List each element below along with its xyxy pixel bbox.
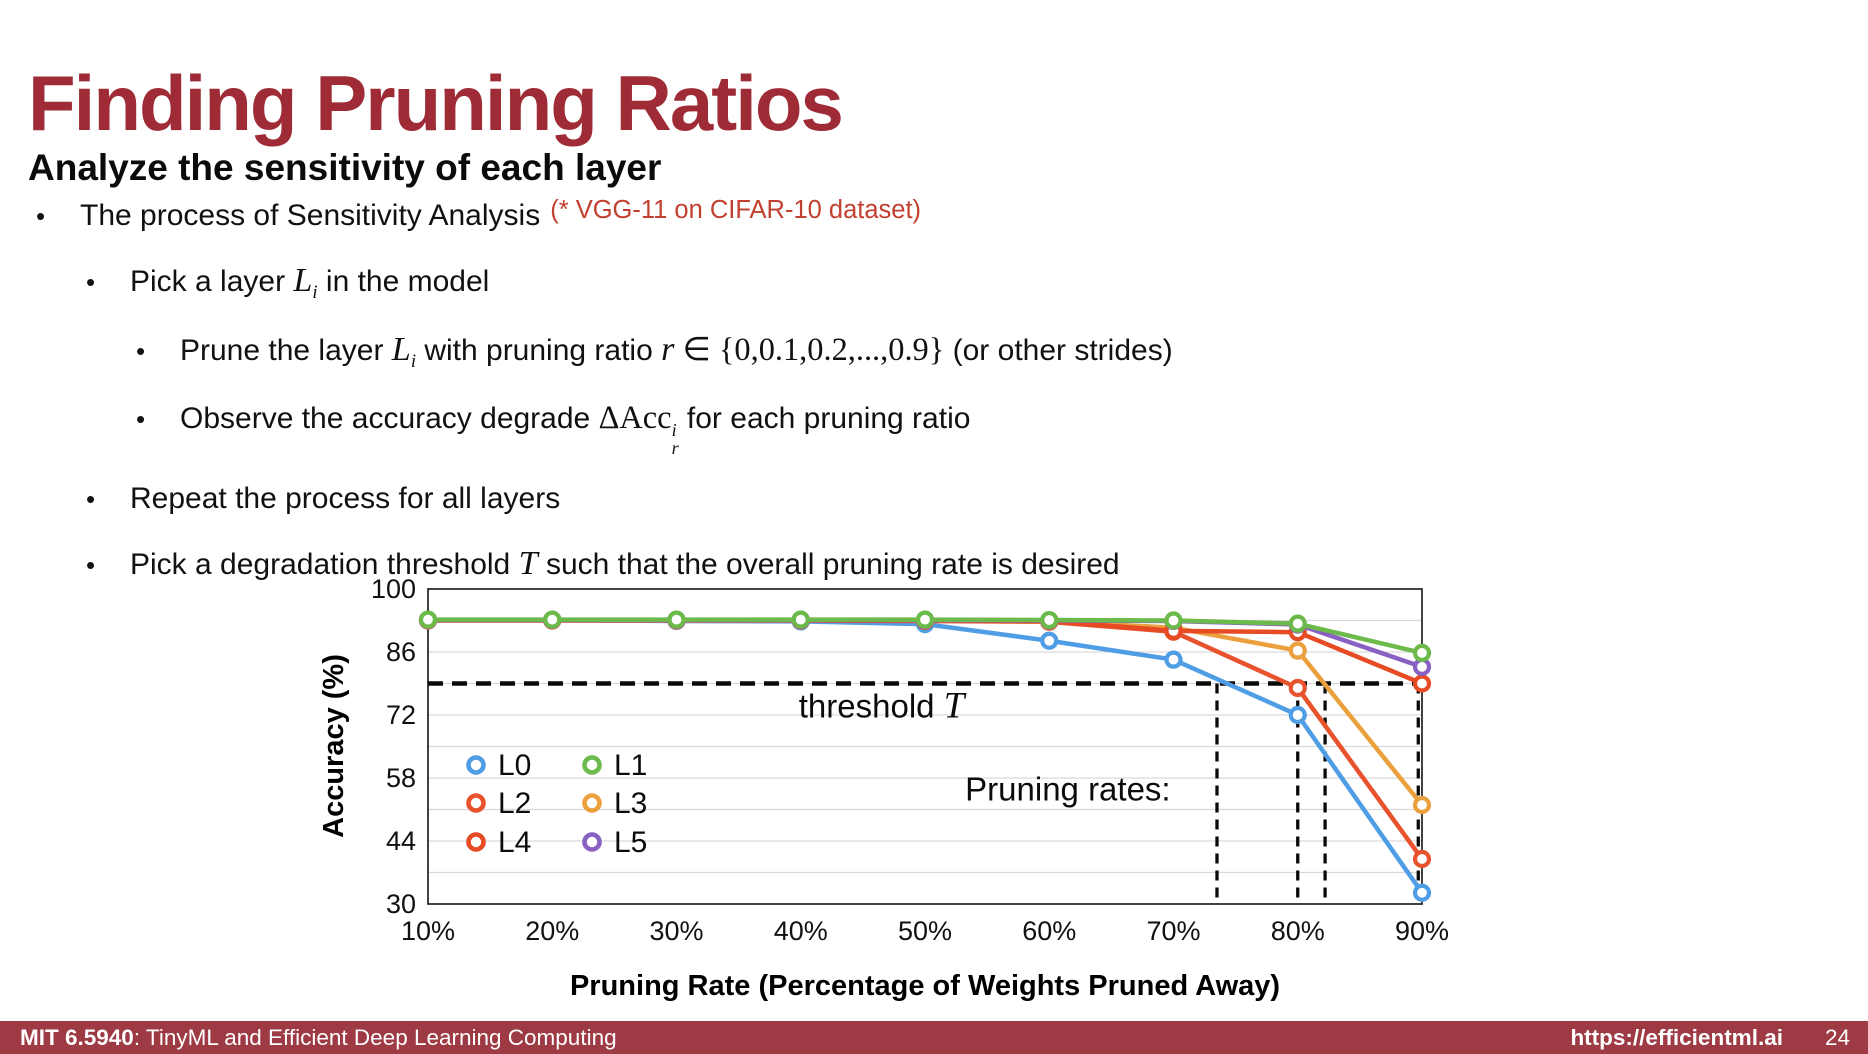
legend-label-L4: L4 xyxy=(498,826,531,859)
pruning-rates-label: Pruning rates: xyxy=(965,771,1170,808)
bullet-text: The process of Sensitivity Analysis (* VG… xyxy=(80,196,922,232)
bullet-item: • Observe the accuracy degrade ΔAcc i r for… xyxy=(30,397,1790,458)
bullet-item: • Pick a layer Li in the model xyxy=(30,258,1790,306)
legend-marker-L3 xyxy=(582,793,602,813)
svg-text:70%: 70% xyxy=(1146,916,1200,946)
svg-text:20%: 20% xyxy=(525,916,579,946)
data-point-L0 xyxy=(1412,883,1432,902)
bullet-text: Repeat the process for all layers xyxy=(130,482,561,516)
data-point-L1 xyxy=(418,610,438,629)
x-axis-title: Pruning Rate (Percentage of Weights Prun… xyxy=(570,970,1280,1002)
legend-label-L3: L3 xyxy=(614,787,647,820)
svg-text:50%: 50% xyxy=(898,916,952,946)
data-point-L1 xyxy=(1040,610,1059,630)
data-point-L0 xyxy=(1164,650,1183,669)
svg-text:58: 58 xyxy=(386,763,416,793)
legend-marker-L0 xyxy=(466,755,486,775)
x-axis-ticks: 10% 20% 30% 40% 50% 60% 70% 80% 90% xyxy=(401,916,1449,946)
legend-marker-L1 xyxy=(582,755,602,775)
bullet-text: Observe the accuracy degrade ΔAcc i r for … xyxy=(180,399,971,459)
data-point-L1 xyxy=(1164,611,1183,630)
data-point-L0 xyxy=(1040,631,1059,650)
data-point-L2 xyxy=(1412,849,1432,869)
bullet-item: • Prune the layer Li with pruning ratio r… xyxy=(30,327,1790,375)
plot-border xyxy=(427,588,1423,905)
data-point-L0 xyxy=(1288,705,1307,725)
bullet-dot: • xyxy=(86,549,96,580)
data-point-L4 xyxy=(1412,674,1432,693)
bullet-dot: • xyxy=(86,266,96,297)
chart-legend: L0 L1 L2 L3 L4 L5 xyxy=(466,749,647,859)
page-subtitle: Analyze the sensitivity of each layer xyxy=(28,146,662,188)
threshold-label: threshold T xyxy=(799,685,967,726)
series-L1 xyxy=(418,610,1432,663)
legend-label-L5: L5 xyxy=(614,826,647,859)
sensitivity-chart-container: L0 L1 L2 L3 L4 L5 100 86 72 58 44 30 10% 20% 30% 40% 50%… xyxy=(280,558,1540,1018)
chart-gridlines xyxy=(428,619,1422,874)
svg-text:30%: 30% xyxy=(649,916,703,946)
bullet-dot: • xyxy=(136,336,146,367)
svg-text:100: 100 xyxy=(371,574,416,604)
legend-marker-L4 xyxy=(466,832,486,852)
bullet-text: Pick a layer Li in the model xyxy=(130,261,490,303)
legend-marker-L2 xyxy=(466,793,486,813)
data-point-L1 xyxy=(1288,614,1307,633)
bullet-list: • The process of Sensitivity Analysis (* V… xyxy=(30,196,1790,608)
bullet-text: Pick a degradation threshold T such that… xyxy=(130,544,1120,582)
legend-label-L1: L1 xyxy=(614,749,647,782)
svg-text:44: 44 xyxy=(386,826,416,856)
footer-course: MIT 6.5940: TinyML and Efficient Deep Le… xyxy=(20,1025,617,1051)
legend-label-L0: L0 xyxy=(498,749,531,782)
bullet-item: • Pick a degradation threshold T such tha… xyxy=(30,541,1790,586)
footer-page-number: 24 xyxy=(1824,1024,1850,1050)
data-point-L1 xyxy=(915,610,935,629)
svg-text:80%: 80% xyxy=(1271,916,1325,946)
series-L0 xyxy=(418,611,1432,902)
svg-text:60%: 60% xyxy=(1022,916,1076,946)
svg-text:90%: 90% xyxy=(1395,916,1449,946)
bullet-item: • The process of Sensitivity Analysis (* V… xyxy=(30,196,1790,236)
data-point-L1 xyxy=(543,610,562,629)
data-point-L1 xyxy=(791,610,810,629)
data-point-L1 xyxy=(1412,643,1432,663)
data-point-L3 xyxy=(1288,641,1307,660)
svg-text:30: 30 xyxy=(386,889,416,919)
bullet-dot: • xyxy=(86,484,96,515)
bullet-dot: • xyxy=(136,403,146,434)
footer-url: https://efficientml.ai xyxy=(1570,1024,1783,1050)
data-point-L1 xyxy=(667,610,686,629)
svg-text:10%: 10% xyxy=(401,916,455,946)
footer-course-title: : TinyML and Efficient Deep Learning Com… xyxy=(133,1024,617,1050)
bullet-text: Prune the layer Li with pruning ratio r … xyxy=(180,331,1173,373)
svg-text:40%: 40% xyxy=(774,916,828,946)
svg-text:72: 72 xyxy=(386,700,416,730)
legend-label-L2: L2 xyxy=(498,787,531,820)
page-title: Finding Pruning Ratios xyxy=(28,59,844,148)
footer-bar: MIT 6.5940: TinyML and Efficient Deep Le… xyxy=(0,1021,1868,1054)
data-point-L2 xyxy=(1288,678,1307,698)
svg-text:86: 86 xyxy=(386,637,416,667)
footer-course-number: MIT 6.5940 xyxy=(20,1024,134,1050)
data-point-L3 xyxy=(1412,795,1432,815)
legend-marker-L5 xyxy=(582,832,602,852)
y-axis-ticks: 100 86 72 58 44 30 xyxy=(371,574,416,919)
y-axis-title: Accuracy (%) xyxy=(318,654,350,838)
bullet-item: • Repeat the process for all layers xyxy=(30,479,1790,519)
bullet-dot: • xyxy=(36,201,46,231)
